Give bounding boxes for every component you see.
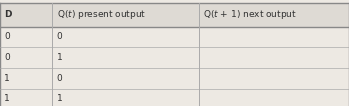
Bar (0, 3, 349, 26)
Bar (0, 89, 349, 106)
Text: 0: 0 (57, 32, 62, 41)
Text: 1: 1 (57, 53, 62, 62)
Text: 0: 0 (4, 32, 10, 41)
Text: 1: 1 (4, 74, 10, 83)
Text: Q($\it{t}$ + 1) next output: Q($\it{t}$ + 1) next output (203, 8, 297, 21)
Text: D: D (4, 10, 12, 19)
Text: 1: 1 (4, 94, 10, 103)
Text: 0: 0 (4, 53, 10, 62)
Bar (0, 68, 349, 89)
Text: Q($\it{t}$) present output: Q($\it{t}$) present output (57, 8, 146, 21)
Text: 1: 1 (57, 94, 62, 103)
Bar (0, 26, 349, 47)
Text: 0: 0 (57, 74, 62, 83)
Bar (0, 47, 349, 68)
